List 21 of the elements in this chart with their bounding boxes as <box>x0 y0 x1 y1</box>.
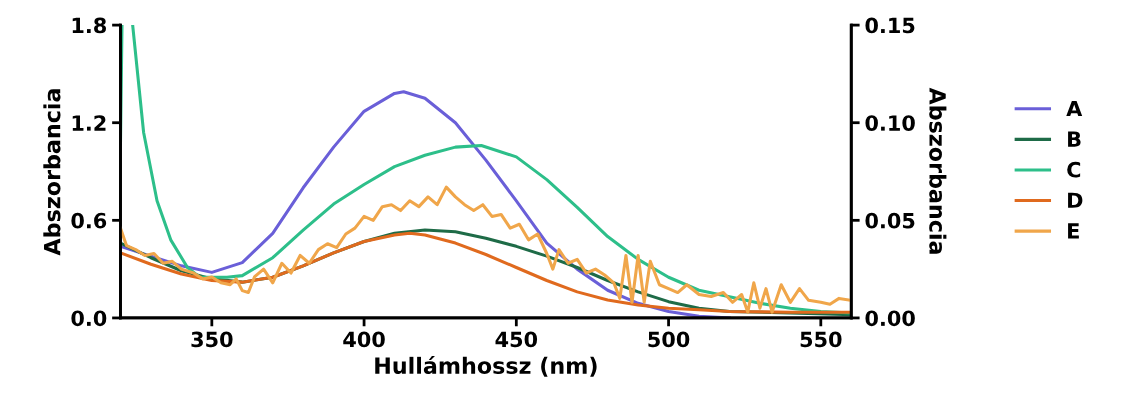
y2-tick-label: 0.15 <box>865 17 915 34</box>
y2-axis-title: Abszorbancia <box>929 87 947 254</box>
legend-label: E <box>1068 223 1079 239</box>
y-tick-label: 1.2 <box>72 115 106 131</box>
legend-label: A <box>1066 100 1083 117</box>
x-tick-label: 450 <box>495 331 538 348</box>
legend-label: B <box>1068 131 1081 147</box>
x-tick-label: 350 <box>191 331 233 348</box>
y-tick-label: 1.8 <box>72 17 106 34</box>
x-tick-label: 500 <box>648 331 690 348</box>
y-axis-title: Abszorbancia <box>43 89 61 256</box>
legend-label: D <box>1068 192 1083 208</box>
y2-tick-label: 0.05 <box>865 212 915 229</box>
y-tick-label: 0.6 <box>71 212 107 229</box>
y2-tick-label: 0.10 <box>865 115 915 131</box>
x-axis-title: Hullámhossz (nm) <box>375 355 597 377</box>
y2-tick-label: 0.00 <box>865 310 915 327</box>
legend-label: C <box>1067 161 1081 178</box>
y-tick-label: 0.0 <box>71 310 107 327</box>
x-tick-label: 550 <box>800 331 842 348</box>
x-tick-label: 400 <box>343 331 385 348</box>
